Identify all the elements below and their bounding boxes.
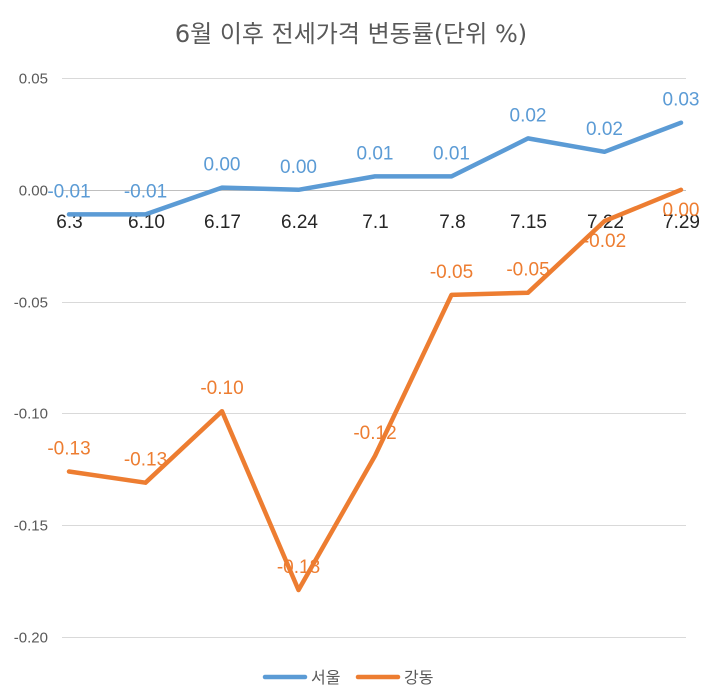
- x-tick-label: 7.15: [510, 212, 547, 233]
- chart-title: 6월 이후 전세가격 변동률(단위 %): [175, 20, 527, 48]
- data-label: -0.18: [277, 557, 320, 578]
- x-tick-label: 6.17: [204, 212, 241, 233]
- series-line: [66, 120, 684, 217]
- series-line: [66, 187, 684, 593]
- data-label: -0.10: [200, 378, 243, 399]
- x-tick-label: 7.29: [663, 212, 700, 233]
- data-label: -0.13: [124, 450, 167, 471]
- data-label: 0.03: [663, 90, 700, 111]
- data-label: 0.01: [357, 143, 394, 164]
- data-label: 0.00: [663, 200, 700, 221]
- data-labels: -0.01 -0.01 0.00 0.00 0.01 0.01 0.02 0.02 0.03 -0…: [47, 90, 699, 578]
- y-axis-ticks: 0.05 0.00 -0.05 -0.10 -0.15 -0.20: [14, 71, 48, 647]
- gridlines: [62, 78, 686, 638]
- series-lines: [66, 120, 684, 593]
- y-tick-label: 0.00: [19, 183, 48, 200]
- data-label: 0.00: [204, 155, 241, 176]
- data-label: -0.02: [583, 231, 626, 252]
- data-label: -0.13: [47, 439, 90, 460]
- data-label: -0.12: [353, 423, 396, 444]
- data-label: 0.02: [586, 119, 623, 140]
- y-tick-label: 0.05: [19, 71, 48, 88]
- y-tick-label: -0.20: [14, 630, 48, 647]
- legend: 서울 강동: [262, 668, 433, 687]
- legend-label: 서울: [311, 668, 340, 687]
- data-label: 0.00: [280, 157, 317, 178]
- data-label: -0.01: [47, 181, 90, 202]
- legend-label: 강동: [404, 668, 433, 687]
- y-tick-label: -0.15: [14, 518, 48, 535]
- x-tick-label: 7.8: [439, 212, 465, 233]
- y-tick-label: -0.05: [14, 295, 48, 312]
- data-label: -0.05: [506, 260, 549, 281]
- data-label: 0.01: [433, 143, 470, 164]
- x-tick-label: 7.1: [362, 212, 388, 233]
- x-tick-label: 6.3: [56, 212, 82, 233]
- y-tick-label: -0.10: [14, 406, 48, 423]
- x-axis: 6.3 6.10 6.17 6.24 7.1 7.8 7.15 7.22 7.29: [56, 190, 700, 233]
- x-tick-label: 6.24: [281, 212, 318, 233]
- data-label: -0.05: [430, 262, 473, 283]
- x-tick-label: 6.10: [128, 212, 165, 233]
- data-label: -0.01: [124, 181, 167, 202]
- data-label: 0.02: [510, 105, 547, 126]
